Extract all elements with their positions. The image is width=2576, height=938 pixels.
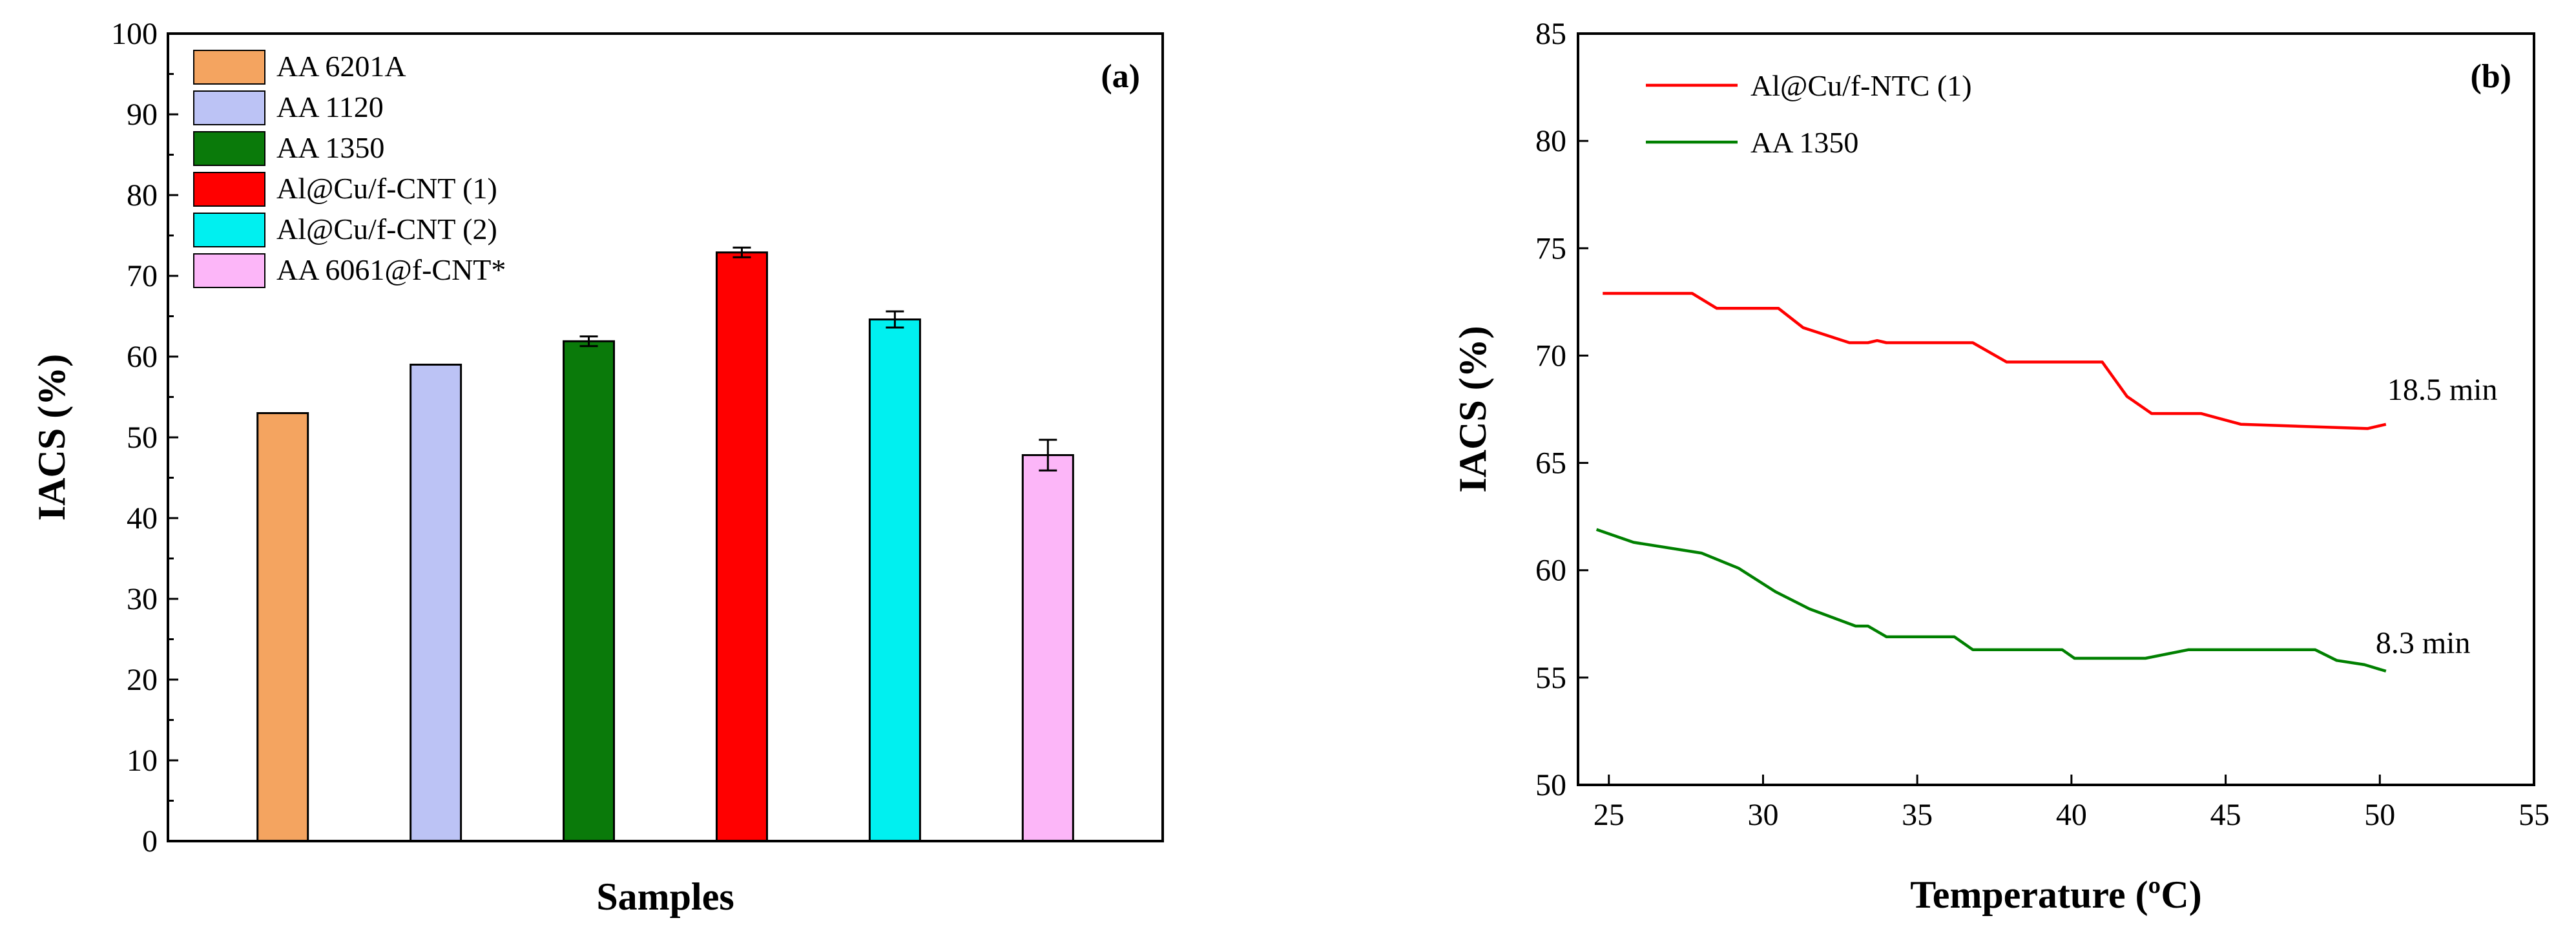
y-axis-ticks: 0 10 20 30 40 50 60 70 80 90 100 [111,17,178,859]
legend-swatch [193,50,265,85]
error-bars-group [579,246,1057,472]
y-tick-label: 80 [127,178,158,213]
legend-swatch [193,90,265,125]
axis-ticks-b: 50 55 60 65 70 75 80 85 25 30 35 40 45 50 55 [1535,17,2550,832]
bar [1021,454,1074,842]
line-chart-panel-b: 50 55 60 65 70 75 80 85 25 30 35 40 45 50 55 Al@Cu/f-N… [1451,17,2550,916]
plot-frame-b [1577,32,2535,786]
bar [563,340,616,842]
annotation-label: 8.3 min [2376,626,2471,660]
y-tick-label: 0 [142,824,158,859]
annotations-b: 18.5 min 8.3 min [2376,373,2498,660]
x-tick-label: 25 [1594,798,1625,832]
x-axis-label-a: Samples [596,875,734,918]
bar [256,412,309,842]
legend-swatch [193,131,265,166]
annotation-label: 18.5 min [2387,373,2498,407]
y-tick-label: 85 [1535,17,1566,51]
legend-label: Al@Cu/f-CNT (2) [276,213,497,245]
bars-group [256,251,1074,842]
legend-label: AA 1120 [276,90,384,123]
y-tick-label: 60 [1535,554,1566,588]
x-axis-label-b: Temperature (ºC) [1910,873,2201,916]
y-tick-label: 60 [127,340,158,374]
y-tick-label: 70 [127,259,158,293]
panel-label-b: (b) [2470,58,2511,95]
series-line [1603,291,2387,430]
bar [868,318,921,842]
x-tick-label: 40 [2056,798,2087,832]
series-line [1595,528,2387,673]
legend-swatch [193,172,265,207]
x-tick-label: 30 [1747,798,1778,832]
y-tick-label: 50 [1535,768,1566,802]
y-tick-label: 50 [127,421,158,455]
panel-label-a: (a) [1101,58,1140,95]
y-tick-label: 100 [111,17,158,51]
legend-label: AA 6061@f-CNT* [276,253,506,286]
y-tick-label: 70 [1535,339,1566,373]
y-tick-label: 75 [1535,231,1566,266]
y-tick-label: 65 [1535,446,1566,481]
x-tick-label: 45 [2210,798,2241,832]
legend-b: Al@Cu/f-NTC (1) AA 1350 [1646,69,1972,159]
y-tick-label: 30 [127,582,158,616]
y-tick-label: 80 [1535,124,1566,158]
legend-label: AA 1350 [276,131,384,164]
plot-frame-a [167,32,1164,842]
x-tick-label: 35 [1902,798,1933,832]
x-tick-label: 55 [2519,798,2550,832]
legend-a: AA 6201A AA 1120 AA 1350 Al@Cu/f-CNT (1) Al@… [193,50,506,288]
y-tick-label: 90 [127,98,158,132]
legend-label: Al@Cu/f-CNT (1) [276,172,497,205]
legend-label: AA 6201A [276,50,406,83]
lines-group [1595,291,2387,673]
x-tick-label: 50 [2364,798,2395,832]
bar [715,251,768,842]
legend-label: Al@Cu/f-NTC (1) [1750,69,1972,102]
legend-swatch [193,213,265,247]
y-axis-label-b: IACS (%) [1451,326,1494,492]
y-axis-label-a: IACS (%) [30,354,73,521]
y-tick-label: 40 [127,501,158,536]
bar [410,364,462,842]
legend-label: AA 1350 [1750,126,1858,159]
y-tick-label: 20 [127,663,158,697]
y-tick-label: 55 [1535,661,1566,695]
legend-swatch [193,253,265,288]
y-tick-label: 10 [127,744,158,778]
